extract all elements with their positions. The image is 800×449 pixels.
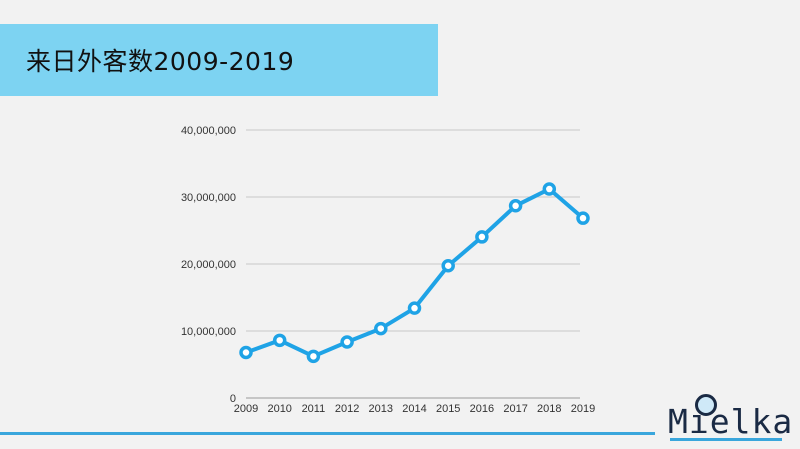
x-tick-label: 2009: [234, 403, 258, 415]
data-point: [239, 345, 253, 360]
logo-underline: [670, 438, 782, 441]
title-banner: 来日外客数2009-2019: [0, 24, 438, 96]
gridlines: [246, 129, 580, 399]
data-point: [306, 349, 321, 364]
series-points: [239, 182, 590, 364]
x-tick-label: 2011: [302, 403, 326, 415]
magnifier-icon: [695, 394, 717, 416]
data-point: [441, 258, 455, 273]
x-tick-label: 2017: [503, 403, 527, 415]
data-point: [475, 230, 489, 244]
y-tick-label: 20,000,000: [181, 259, 236, 271]
y-tick-label: 40,000,000: [181, 125, 236, 137]
page-title: 来日外客数2009-2019: [26, 47, 295, 76]
x-tick-label: 2019: [571, 403, 595, 415]
y-tick-label: 10,000,000: [181, 326, 236, 338]
footer-divider: [0, 432, 655, 435]
data-point: [374, 321, 388, 336]
x-tick-label: 2014: [402, 403, 426, 415]
x-tick-label: 2018: [537, 403, 561, 415]
x-tick-label: 2010: [267, 403, 291, 415]
y-tick-label: 0: [230, 393, 236, 405]
data-point: [340, 335, 354, 349]
y-axis-ticks: 0 10,000,000 20,000,000 30,000,000 40,000,00…: [181, 125, 236, 405]
y-tick-label: 30,000,000: [181, 192, 236, 204]
data-point: [508, 199, 523, 213]
x-tick-label: 2012: [335, 403, 359, 415]
x-tick-label: 2015: [436, 403, 460, 415]
data-point: [542, 182, 557, 196]
x-tick-label: 2013: [369, 403, 393, 415]
x-tick-label: 2016: [470, 403, 494, 415]
logo-text: Mielka: [668, 402, 794, 441]
data-point: [576, 211, 590, 225]
x-axis-ticks: 2009 2010 2011 2012 2013 2014 2015 2016 2017 2018…: [234, 403, 595, 415]
data-point: [272, 333, 287, 348]
data-point: [407, 301, 422, 315]
mielka-logo: Mielka: [668, 394, 792, 442]
